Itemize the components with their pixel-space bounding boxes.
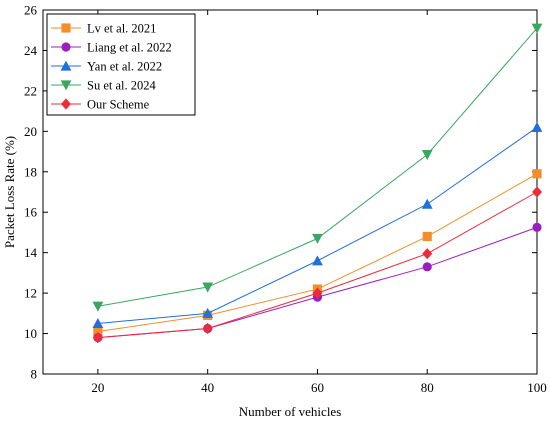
legend-marker [60,80,72,91]
x-tick-label: 100 [527,380,547,395]
data-point-series-4 [312,233,323,244]
legend-label: Yan et al. 2022 [87,60,162,74]
x-tick-label: 20 [91,380,104,395]
y-tick-label: 14 [24,245,38,260]
legend-label: Our Scheme [87,98,150,112]
y-tick-label: 8 [31,367,38,382]
data-point-series-4 [202,282,214,293]
legend-marker [61,98,71,110]
data-point-series-2 [422,262,432,272]
data-point-series-3 [312,255,323,266]
legend-marker [60,60,72,71]
y-tick-label: 24 [24,43,38,58]
data-point-series-3 [92,318,104,329]
series-lines [92,23,543,344]
y-tick-label: 12 [24,286,37,301]
data-point-series-1 [422,231,432,242]
data-point-series-4 [92,301,104,312]
data-point-series-3 [421,198,433,209]
y-tick-label: 22 [24,83,37,98]
data-point-series-4 [531,23,543,34]
y-tick-label: 26 [24,3,38,18]
y-tick-label: 20 [24,124,37,139]
data-point-series-5 [92,332,103,344]
legend-marker [61,42,71,52]
x-tick-label: 40 [201,380,214,395]
legend-label: Su et al. 2024 [87,79,156,93]
data-point-series-5 [312,287,323,299]
data-point-series-4 [421,149,433,160]
data-point-series-1 [93,326,103,337]
data-point-series-5 [532,186,542,198]
x-tick-label: 60 [311,380,324,395]
legend-label: Lv et al. 2021 [87,22,156,36]
y-tick-label: 18 [24,164,37,179]
y-axis-title: Packet Loss Rate (%) [2,136,17,248]
data-point-series-1 [532,169,542,179]
data-point-series-5 [202,322,213,335]
legend: Lv et al. 2021 Liang et al. 2022 Yan et al… [46,13,196,116]
data-point-series-5 [422,248,433,260]
data-point-series-3 [531,121,543,132]
legend-box [46,13,196,116]
legend-marker [61,23,71,33]
x-axis-title: Number of vehicles [239,404,342,419]
data-point-series-2 [532,222,542,232]
y-tick-label: 10 [24,326,37,341]
y-tick-label: 16 [24,205,38,220]
data-point-series-3 [202,307,214,318]
x-tick-label: 80 [421,380,434,395]
legend-label: Liang et al. 2022 [87,41,172,55]
